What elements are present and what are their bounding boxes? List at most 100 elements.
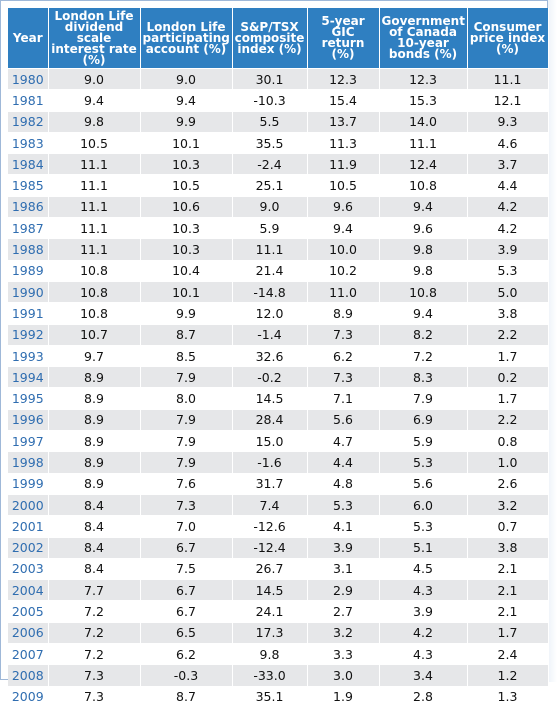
year-cell: 1983 <box>8 131 49 154</box>
cpi-cell: 0.7 <box>466 515 549 538</box>
participating-account-cell: 10.3 <box>139 217 233 239</box>
sp-tsx-cell: 11.1 <box>231 238 308 261</box>
gov-bonds-cell: 7.9 <box>378 387 468 410</box>
sp-tsx-cell: 26.7 <box>231 557 308 580</box>
gov-bonds-cell: 10.8 <box>378 174 468 197</box>
sp-tsx-cell: -2.4 <box>231 153 308 175</box>
gov-bonds-cell: 9.4 <box>378 302 468 325</box>
table-row: 1981 9.4 9.4 -10.3 15.4 15.3 12.1 <box>8 89 549 112</box>
gic-cell: 2.9 <box>306 579 380 601</box>
gic-cell: 8.9 <box>306 302 380 325</box>
cpi-cell: 2.2 <box>466 323 549 346</box>
table-row: 2008 7.3 -0.3 -33.0 3.0 3.4 1.2 <box>8 664 549 687</box>
participating-account-cell: 9.4 <box>139 89 233 112</box>
participating-account-cell: 7.9 <box>139 451 233 474</box>
table-row: 2004 7.7 6.7 14.5 2.9 4.3 2.1 <box>8 579 549 601</box>
gic-cell: 5.6 <box>306 408 380 431</box>
participating-account-cell: 10.1 <box>139 280 233 303</box>
dividend-scale-cell: 11.1 <box>47 174 141 197</box>
cpi-cell: 3.9 <box>466 238 549 261</box>
table-row: 1994 8.9 7.9 -0.2 7.3 8.3 0.2 <box>8 366 549 388</box>
participating-account-cell: 9.9 <box>139 302 233 325</box>
gov-bonds-cell: 5.3 <box>378 515 468 538</box>
cpi-cell: 1.2 <box>466 664 549 687</box>
gov-bonds-cell: 6.9 <box>378 408 468 431</box>
gic-cell: 13.7 <box>306 110 380 133</box>
gov-bonds-cell: 12.4 <box>378 153 468 175</box>
gic-cell: 11.0 <box>306 280 380 303</box>
participating-account-cell: 8.5 <box>139 344 233 367</box>
cpi-cell: 1.7 <box>466 387 549 410</box>
table-row: 1991 10.8 9.9 12.0 8.9 9.4 3.8 <box>8 302 549 325</box>
participating-account-cell: 6.2 <box>139 643 233 665</box>
table-body: 1980 9.0 9.0 30.1 12.3 12.3 11.1 1981 9.4 9.4 -10.… <box>8 67 549 707</box>
table-row: 1985 11.1 10.5 25.1 10.5 10.8 4.4 <box>8 174 549 197</box>
sp-tsx-cell: 35.1 <box>231 685 308 707</box>
dividend-scale-cell: 11.1 <box>47 217 141 239</box>
gov-bonds-cell: 3.9 <box>378 600 468 623</box>
cpi-cell: 1.0 <box>466 451 549 474</box>
participating-account-cell: 8.7 <box>139 685 233 707</box>
col-header-dividend-scale: London Life dividend scale interest rate… <box>47 8 141 69</box>
table-row: 1999 8.9 7.6 31.7 4.8 5.6 2.6 <box>8 472 549 495</box>
cpi-cell: 3.8 <box>466 536 549 559</box>
gov-bonds-cell: 12.3 <box>378 67 468 90</box>
year-cell: 1982 <box>8 110 49 133</box>
year-cell: 2001 <box>8 515 49 538</box>
gov-bonds-cell: 8.3 <box>378 366 468 388</box>
dividend-scale-cell: 7.3 <box>47 664 141 687</box>
dividend-scale-cell: 8.9 <box>47 451 141 474</box>
table-header-row: Year London Life dividend scale interest… <box>8 8 549 69</box>
participating-account-cell: 6.7 <box>139 600 233 623</box>
dividend-scale-cell: 8.9 <box>47 408 141 431</box>
participating-account-cell: 10.1 <box>139 131 233 154</box>
sp-tsx-cell: 9.0 <box>231 195 308 218</box>
table-row: 1986 11.1 10.6 9.0 9.6 9.4 4.2 <box>8 195 549 218</box>
participating-account-cell: 8.7 <box>139 323 233 346</box>
sp-tsx-cell: 12.0 <box>231 302 308 325</box>
year-cell: 2004 <box>8 579 49 601</box>
dividend-scale-cell: 10.8 <box>47 280 141 303</box>
gov-bonds-cell: 7.2 <box>378 344 468 367</box>
dividend-scale-cell: 8.9 <box>47 366 141 388</box>
gic-cell: 3.1 <box>306 557 380 580</box>
gov-bonds-cell: 5.9 <box>378 430 468 452</box>
year-cell: 1992 <box>8 323 49 346</box>
gic-cell: 1.9 <box>306 685 380 707</box>
participating-account-cell: 9.9 <box>139 110 233 133</box>
gic-cell: 12.3 <box>306 67 380 90</box>
dividend-scale-cell: 7.2 <box>47 621 141 644</box>
dividend-scale-cell: 9.7 <box>47 344 141 367</box>
year-cell: 1986 <box>8 195 49 218</box>
dividend-scale-cell: 8.9 <box>47 387 141 410</box>
year-cell: 1994 <box>8 366 49 388</box>
year-cell: 1991 <box>8 302 49 325</box>
gic-cell: 10.2 <box>306 259 380 282</box>
dividend-scale-cell: 7.2 <box>47 600 141 623</box>
participating-account-cell: 7.3 <box>139 493 233 516</box>
year-cell: 2005 <box>8 600 49 623</box>
cpi-cell: 3.7 <box>466 153 549 175</box>
table-row: 2006 7.2 6.5 17.3 3.2 4.2 1.7 <box>8 621 549 644</box>
gic-cell: 15.4 <box>306 89 380 112</box>
gov-bonds-cell: 9.8 <box>378 238 468 261</box>
year-cell: 2003 <box>8 557 49 580</box>
sp-tsx-cell: 5.5 <box>231 110 308 133</box>
table-row: 2001 8.4 7.0 -12.6 4.1 5.3 0.7 <box>8 515 549 538</box>
gic-cell: 3.9 <box>306 536 380 559</box>
year-cell: 1990 <box>8 280 49 303</box>
cpi-cell: 4.2 <box>466 195 549 218</box>
gic-cell: 10.0 <box>306 238 380 261</box>
sp-tsx-cell: -1.4 <box>231 323 308 346</box>
gov-bonds-cell: 3.4 <box>378 664 468 687</box>
gov-bonds-cell: 6.0 <box>378 493 468 516</box>
participating-account-cell: 6.7 <box>139 536 233 559</box>
year-cell: 2002 <box>8 536 49 559</box>
participating-account-cell: 9.0 <box>139 67 233 90</box>
participating-account-cell: 7.0 <box>139 515 233 538</box>
dividend-scale-cell: 8.4 <box>47 515 141 538</box>
cpi-cell: 3.8 <box>466 302 549 325</box>
gic-cell: 9.4 <box>306 217 380 239</box>
dividend-scale-cell: 8.4 <box>47 557 141 580</box>
year-cell: 1997 <box>8 430 49 452</box>
